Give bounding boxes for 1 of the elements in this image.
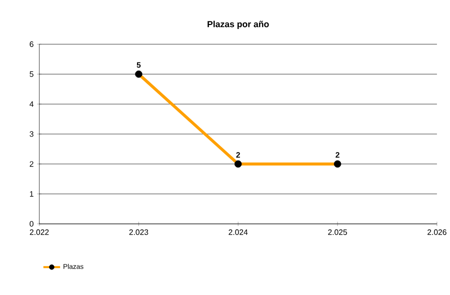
chart-title: Plazas por año — [208, 20, 269, 30]
